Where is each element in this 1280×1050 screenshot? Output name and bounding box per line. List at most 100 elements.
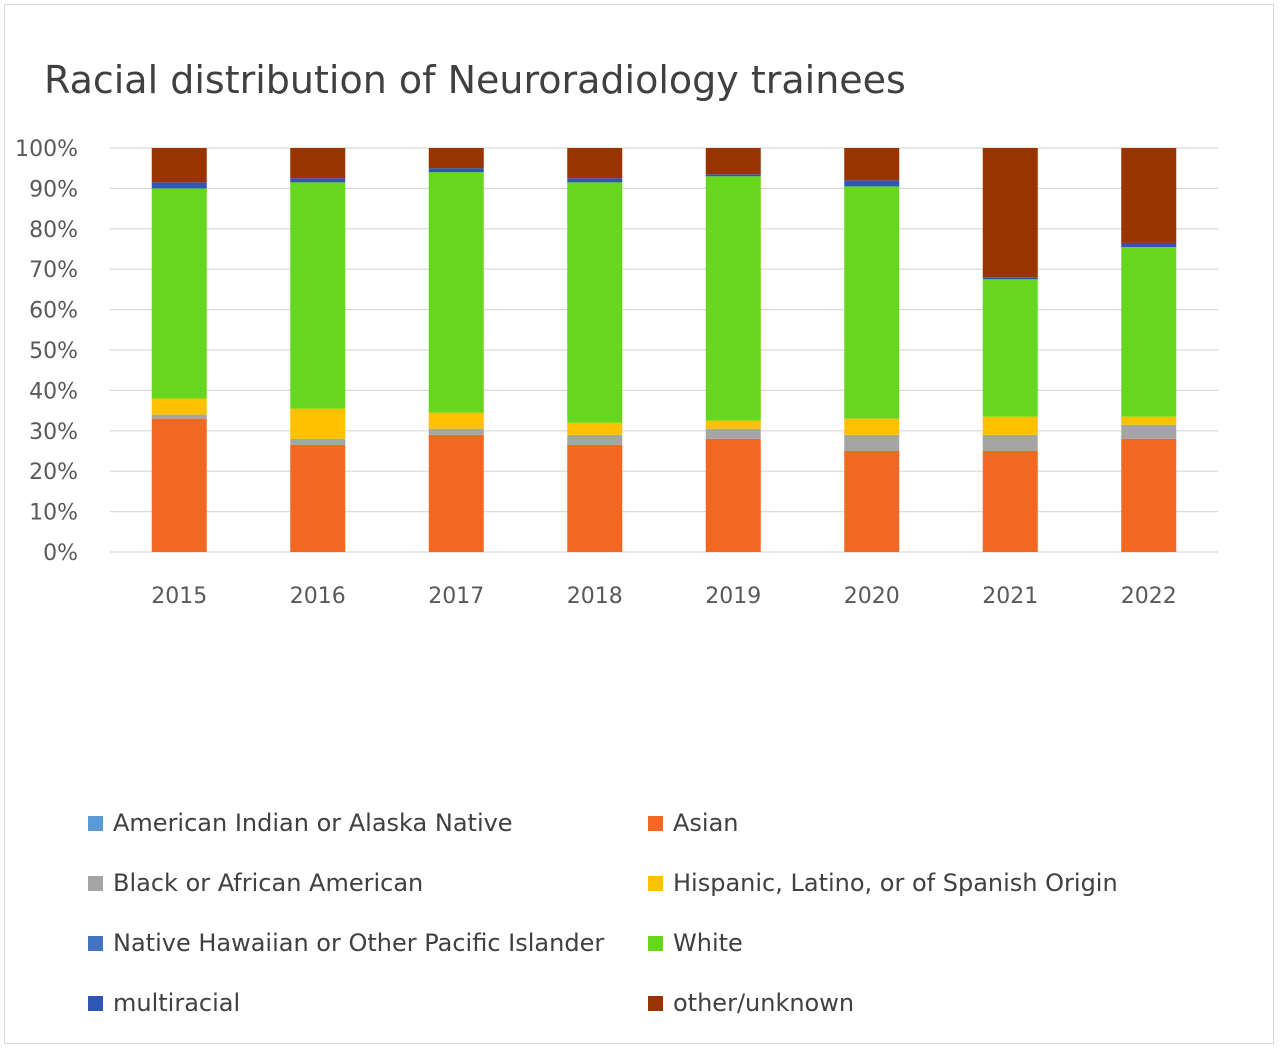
legend-item-other-unknown: other/unknown: [648, 982, 1188, 1024]
y-tick-label: 10%: [29, 501, 78, 526]
bars: [151, 148, 1177, 552]
bar-segment-white-2021: [982, 279, 1038, 417]
legend-swatch: [88, 935, 103, 951]
y-tick-label: 20%: [29, 460, 78, 485]
legend-swatch: [88, 875, 103, 891]
legend-swatch: [88, 995, 103, 1011]
bar-segment-other-unknown-2016: [290, 148, 346, 179]
legend-label: Black or African American: [113, 869, 424, 897]
y-tick-label: 60%: [29, 299, 78, 324]
bar-segment-hispanic-latino-or-of-spanish-origin-2021: [982, 416, 1038, 435]
bar-segment-multiracial-2022: [1121, 242, 1177, 247]
bar-segment-multiracial-2016: [290, 178, 346, 183]
bar-segment-multiracial-2021: [982, 277, 1038, 280]
legend-item-hispanic-latino-or-of-spanish-origin: Hispanic, Latino, or of Spanish Origin: [648, 862, 1188, 904]
bar-segment-black-or-african-american-2015: [151, 414, 207, 419]
bar-segment-multiracial-2019: [705, 174, 761, 177]
bar-segment-asian-2018: [567, 444, 623, 552]
bar-segment-multiracial-2020: [844, 180, 900, 187]
bar-segment-other-unknown-2022: [1121, 148, 1177, 243]
legend-item-multiracial: multiracial: [88, 982, 648, 1024]
legend-label: American Indian or Alaska Native: [113, 809, 513, 837]
x-tick-label: 2022: [1121, 584, 1177, 609]
legend-swatch: [648, 995, 663, 1011]
legend-item-american-indian-or-alaska-native: American Indian or Alaska Native: [88, 802, 648, 844]
bar-segment-hispanic-latino-or-of-spanish-origin-2016: [290, 408, 346, 439]
bar-segment-other-unknown-2015: [151, 148, 207, 183]
legend-swatch: [648, 935, 663, 951]
bar-segment-black-or-african-american-2022: [1121, 424, 1177, 439]
y-tick-label: 30%: [29, 420, 78, 445]
legend-swatch: [648, 875, 663, 891]
bar-segment-multiracial-2018: [567, 178, 623, 183]
bar-segment-black-or-african-american-2020: [844, 434, 900, 451]
x-tick-label: 2021: [982, 584, 1038, 609]
bar-stack-2022: [1121, 148, 1177, 552]
y-tick-label: 90%: [29, 177, 78, 202]
bar-segment-white-2022: [1121, 246, 1177, 417]
bar-segment-other-unknown-2017: [428, 148, 484, 169]
legend-label: Asian: [673, 809, 739, 837]
bar-segment-black-or-african-american-2016: [290, 438, 346, 445]
bar-stack-2020: [844, 148, 900, 552]
bar-stack-2016: [290, 148, 346, 552]
bar-segment-black-or-african-american-2021: [982, 434, 1038, 451]
bar-segment-asian-2021: [982, 451, 1038, 552]
bar-stack-2017: [428, 148, 484, 552]
bar-segment-asian-2017: [428, 434, 484, 552]
legend-item-white: White: [648, 922, 1188, 964]
chart-title: Racial distribution of Neuroradiology tr…: [44, 58, 906, 102]
legend-label: White: [673, 929, 743, 957]
gridlines: [110, 147, 1218, 553]
legend-label: Native Hawaiian or Other Pacific Islande…: [113, 929, 605, 957]
bar-segment-hispanic-latino-or-of-spanish-origin-2022: [1121, 416, 1177, 425]
x-tick-label: 2018: [567, 584, 623, 609]
bar-segment-multiracial-2015: [151, 182, 207, 189]
bar-segment-hispanic-latino-or-of-spanish-origin-2017: [428, 412, 484, 429]
bar-segment-multiracial-2017: [428, 168, 484, 173]
bar-segment-white-2015: [151, 188, 207, 399]
stacked-bar-chart: 0%10%20%30%40%50%60%70%80%90%100% 2015 20…: [15, 137, 1218, 609]
bar-segment-white-2016: [290, 182, 346, 409]
bar-stack-2018: [567, 148, 623, 552]
legend-label: other/unknown: [673, 989, 855, 1017]
legend-label: multiracial: [113, 989, 241, 1017]
x-tick-label: 2017: [428, 584, 484, 609]
bar-segment-white-2020: [844, 186, 900, 419]
legend-item-black-or-african-american: Black or African American: [88, 862, 648, 904]
bar-segment-white-2019: [705, 176, 761, 421]
bar-segment-asian-2015: [151, 418, 207, 552]
y-tick-label: 0%: [43, 541, 78, 566]
bar-segment-other-unknown-2018: [567, 148, 623, 179]
legend-swatch: [648, 815, 663, 831]
legend: American Indian or Alaska Native Asian Bla…: [88, 802, 1188, 1024]
bar-stack-2015: [151, 148, 207, 552]
bar-segment-black-or-african-american-2017: [428, 428, 484, 435]
bar-segment-hispanic-latino-or-of-spanish-origin-2019: [705, 420, 761, 429]
bar-segment-other-unknown-2019: [705, 148, 761, 175]
bar-stack-2021: [982, 148, 1038, 552]
chart-frame: [4, 4, 1274, 1044]
bar-segment-white-2017: [428, 172, 484, 413]
bar-stack-2019: [705, 148, 761, 552]
x-tick-label: 2019: [705, 584, 761, 609]
bar-segment-asian-2016: [290, 444, 346, 552]
bar-segment-black-or-african-american-2018: [567, 434, 623, 445]
bar-segment-hispanic-latino-or-of-spanish-origin-2015: [151, 398, 207, 415]
bar-segment-asian-2020: [844, 451, 900, 552]
bar-segment-asian-2019: [705, 438, 761, 552]
y-axis-tick-labels: 0% 10% 20% 30% 40% 50% 60% 70% 80% 90% 100%: [15, 137, 78, 566]
x-tick-label: 2016: [290, 584, 346, 609]
bar-segment-black-or-african-american-2019: [705, 428, 761, 439]
legend-label: Hispanic, Latino, or of Spanish Origin: [673, 869, 1118, 897]
x-tick-label: 2015: [151, 584, 207, 609]
bar-segment-other-unknown-2021: [982, 148, 1038, 278]
y-tick-label: 100%: [15, 137, 78, 162]
bar-segment-other-unknown-2020: [844, 148, 900, 181]
bar-segment-white-2018: [567, 182, 623, 423]
y-tick-label: 70%: [29, 258, 78, 283]
bar-segment-asian-2022: [1121, 438, 1177, 552]
bar-segment-hispanic-latino-or-of-spanish-origin-2018: [567, 422, 623, 435]
y-tick-label: 50%: [29, 339, 78, 364]
bar-segment-hispanic-latino-or-of-spanish-origin-2020: [844, 418, 900, 435]
